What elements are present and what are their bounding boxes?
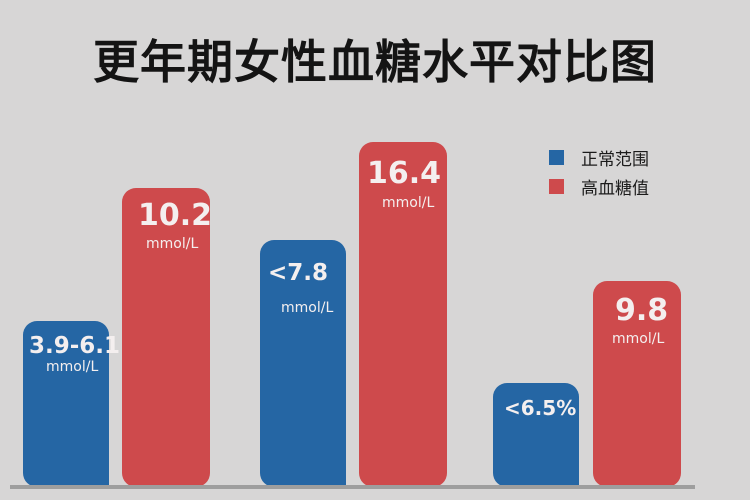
bar-group2-normal: <7.8 mmol/L bbox=[260, 240, 346, 487]
bar-group1-high: 10.2 mmol/L bbox=[122, 188, 213, 487]
legend-item-high: 高血糖值 bbox=[549, 172, 649, 201]
legend-label: 高血糖值 bbox=[581, 179, 649, 199]
legend: 正常范围 高血糖值 bbox=[549, 143, 649, 201]
legend-swatch-blue bbox=[549, 150, 564, 165]
bar-group2-high: 16.4 mmol/L bbox=[359, 142, 447, 487]
legend-label: 正常范围 bbox=[581, 150, 649, 170]
bar-value: 9.8 bbox=[615, 293, 669, 328]
bar-value: 16.4 bbox=[367, 156, 442, 191]
legend-swatch-red bbox=[549, 179, 564, 194]
bar-unit: mmol/L bbox=[146, 236, 199, 252]
bar-group3-high: 9.8 mmol/L bbox=[593, 281, 681, 487]
bar-group1-normal: 3.9-6.1 mmol/L bbox=[23, 321, 120, 487]
bar-unit: mmol/L bbox=[46, 359, 99, 375]
bar-unit: mmol/L bbox=[382, 195, 435, 211]
bar-value: 10.2 bbox=[138, 198, 213, 233]
bar-value: 3.9-6.1 bbox=[29, 333, 121, 359]
legend-item-normal: 正常范围 bbox=[549, 143, 649, 172]
bar-value: <7.8 bbox=[268, 260, 329, 286]
bar-value: <6.5% bbox=[504, 396, 577, 420]
x-axis-baseline bbox=[10, 485, 695, 489]
chart-title: 更年期女性血糖水平对比图 bbox=[93, 35, 657, 89]
bar-group3-normal: <6.5% bbox=[493, 383, 579, 487]
bar-unit: mmol/L bbox=[612, 331, 665, 347]
bar-unit: mmol/L bbox=[281, 300, 334, 316]
